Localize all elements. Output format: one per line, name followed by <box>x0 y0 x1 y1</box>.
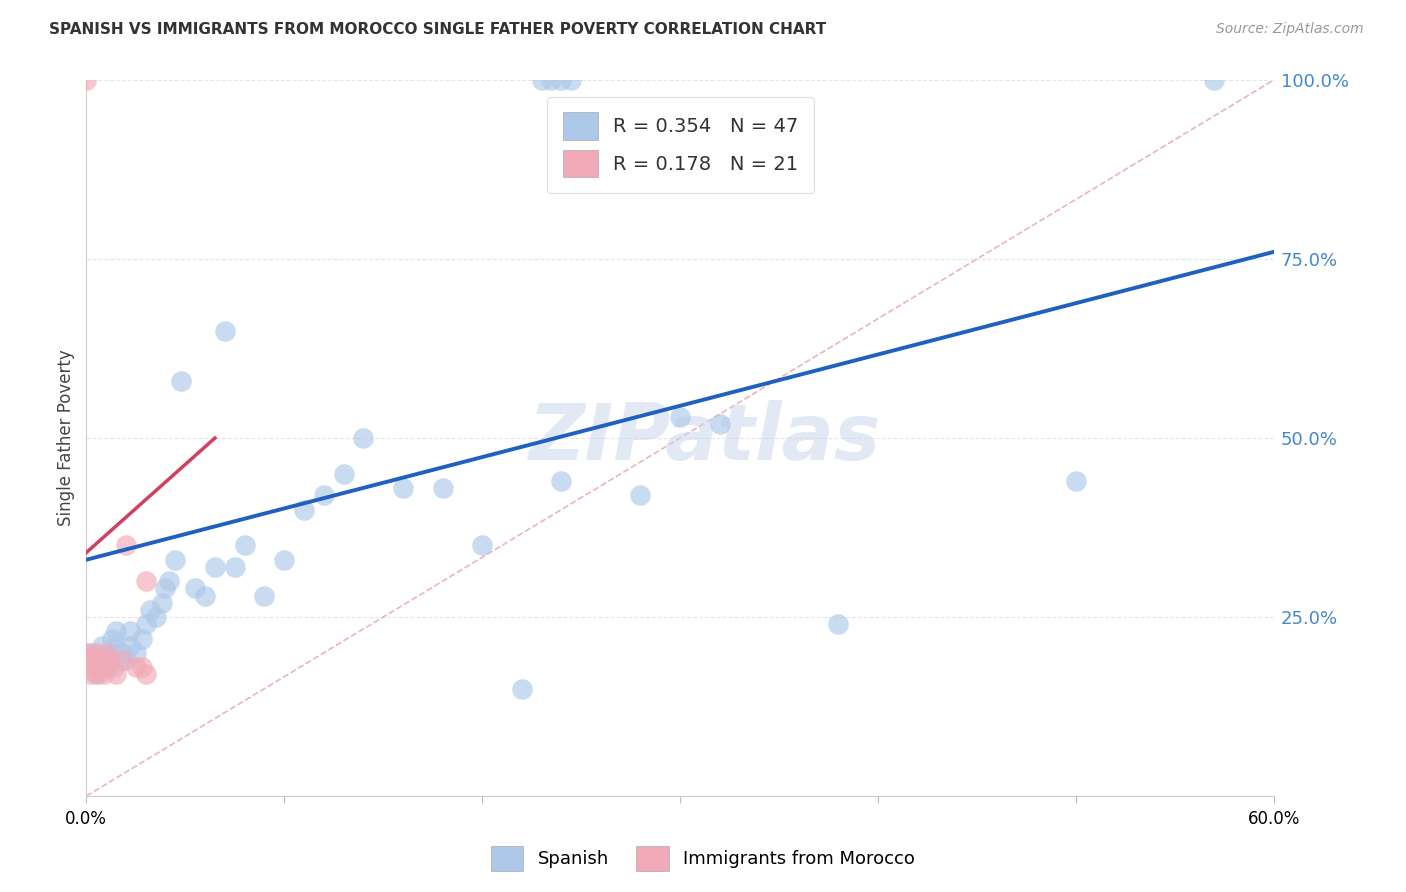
Point <box>194 589 217 603</box>
Point <box>77 653 100 667</box>
Point <box>83 653 105 667</box>
Point <box>827 617 849 632</box>
Point <box>352 431 374 445</box>
Point <box>94 646 117 660</box>
Point <box>214 324 236 338</box>
Point <box>530 73 553 87</box>
Point <box>1204 73 1226 87</box>
Point <box>93 667 115 681</box>
Point <box>115 653 138 667</box>
Point <box>253 589 276 603</box>
Point <box>709 417 731 431</box>
Point <box>135 667 157 681</box>
Y-axis label: Single Father Poverty: Single Father Poverty <box>58 350 75 526</box>
Point <box>669 409 692 424</box>
Point <box>84 667 107 681</box>
Point <box>312 488 335 502</box>
Point <box>157 574 180 589</box>
Point <box>98 646 121 660</box>
Point <box>630 488 652 502</box>
Point <box>111 653 134 667</box>
Point <box>118 639 141 653</box>
Point <box>104 667 127 681</box>
Point <box>103 660 125 674</box>
Point <box>224 560 246 574</box>
Point <box>560 73 582 87</box>
Point <box>87 667 110 681</box>
Point <box>292 502 315 516</box>
Point <box>540 73 562 87</box>
Text: SPANISH VS IMMIGRANTS FROM MOROCCO SINGLE FATHER POVERTY CORRELATION CHART: SPANISH VS IMMIGRANTS FROM MOROCCO SINGL… <box>49 22 827 37</box>
Point <box>150 596 173 610</box>
Point <box>432 481 454 495</box>
Point <box>510 681 533 696</box>
Point <box>94 653 117 667</box>
Point <box>82 660 104 674</box>
Point <box>118 624 141 639</box>
Text: Source: ZipAtlas.com: Source: ZipAtlas.com <box>1216 22 1364 37</box>
Point <box>170 374 193 388</box>
Point <box>111 646 134 660</box>
Point <box>165 553 187 567</box>
Text: ZIPatlas: ZIPatlas <box>527 400 880 476</box>
Point <box>204 560 226 574</box>
Point <box>184 582 207 596</box>
Point <box>91 653 114 667</box>
Point <box>135 617 157 632</box>
Point <box>273 553 295 567</box>
Point <box>115 538 138 552</box>
Point <box>1064 474 1087 488</box>
Point <box>138 603 160 617</box>
Point <box>125 660 148 674</box>
Point <box>131 660 153 674</box>
Point <box>91 639 114 653</box>
Legend: Spanish, Immigrants from Morocco: Spanish, Immigrants from Morocco <box>484 838 922 879</box>
Point <box>332 467 354 481</box>
Point <box>550 73 572 87</box>
Legend: R = 0.354   N = 47, R = 0.178   N = 21: R = 0.354 N = 47, R = 0.178 N = 21 <box>547 97 814 193</box>
Point <box>155 582 177 596</box>
Point <box>79 667 101 681</box>
Point <box>84 646 107 660</box>
Point <box>392 481 415 495</box>
Point <box>125 646 148 660</box>
Point <box>233 538 256 552</box>
Point <box>104 639 127 653</box>
Point <box>79 646 101 660</box>
Point <box>471 538 494 552</box>
Point <box>131 632 153 646</box>
Point <box>101 632 124 646</box>
Point <box>145 610 167 624</box>
Point <box>75 73 97 87</box>
Point <box>77 653 100 667</box>
Point <box>77 646 100 660</box>
Point <box>135 574 157 589</box>
Point <box>98 653 121 667</box>
Point <box>97 660 120 674</box>
Point <box>104 624 127 639</box>
Point <box>89 660 111 674</box>
Point <box>550 474 572 488</box>
